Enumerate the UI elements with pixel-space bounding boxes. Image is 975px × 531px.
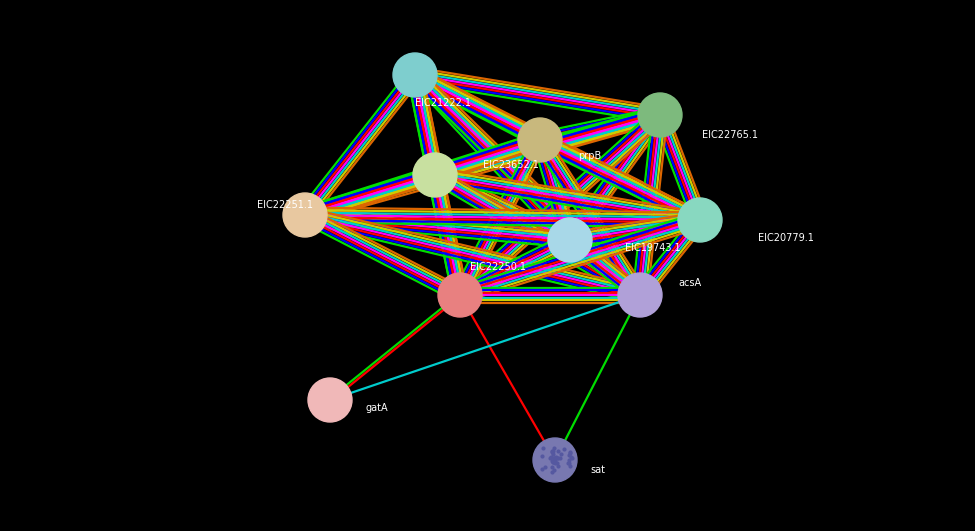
Circle shape — [638, 93, 682, 137]
Circle shape — [678, 198, 722, 242]
Circle shape — [308, 378, 352, 422]
Text: EIC22251.1: EIC22251.1 — [257, 200, 313, 210]
Text: prpB: prpB — [578, 151, 602, 161]
Circle shape — [618, 273, 662, 317]
Circle shape — [393, 53, 437, 97]
Circle shape — [438, 273, 482, 317]
Text: EIC22765.1: EIC22765.1 — [702, 130, 758, 140]
Circle shape — [413, 153, 457, 197]
Text: EIC23652.1: EIC23652.1 — [483, 160, 539, 170]
Circle shape — [283, 193, 327, 237]
Text: EIC22250.1: EIC22250.1 — [470, 262, 526, 272]
Text: EIC20779.1: EIC20779.1 — [758, 233, 814, 243]
Text: EIC19743.1: EIC19743.1 — [625, 243, 681, 253]
Text: EIC21222.1: EIC21222.1 — [415, 98, 471, 108]
Text: sat: sat — [590, 465, 605, 475]
Circle shape — [533, 438, 577, 482]
Circle shape — [518, 118, 562, 162]
Text: gatA: gatA — [365, 403, 388, 413]
Text: acsA: acsA — [678, 278, 701, 288]
Circle shape — [548, 218, 592, 262]
